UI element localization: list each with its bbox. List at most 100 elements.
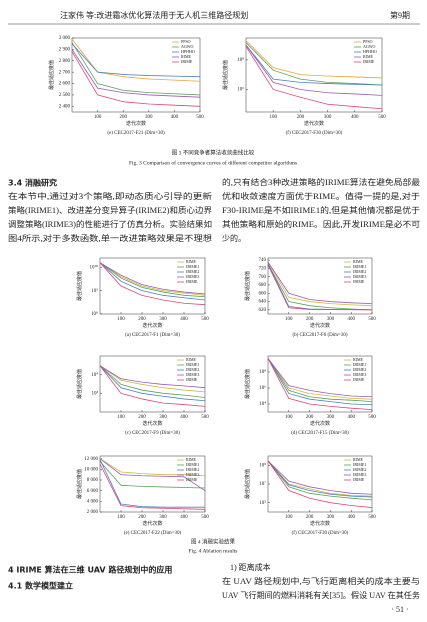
panel-caption: (e) CEC2017-F21 (Dim=30) xyxy=(107,131,165,136)
y-tick-label: 620 xyxy=(259,308,267,313)
legend-label: IRIME1 xyxy=(353,362,366,367)
y-tick-label: 2 400 xyxy=(59,104,71,109)
series-line xyxy=(245,44,383,86)
x-tick-label: 200 xyxy=(138,415,146,420)
x-tick-label: 200 xyxy=(119,115,127,120)
series-line xyxy=(99,365,206,393)
legend-label: IRIME2 xyxy=(353,269,366,274)
series-line xyxy=(267,261,373,307)
legend-label: IRIME3 xyxy=(353,372,366,377)
x-tick-label: 500 xyxy=(201,515,209,520)
y-tick-label: 700 xyxy=(259,275,267,280)
x-axis-label: 迭代次数 xyxy=(142,322,162,329)
paragraph-heading: 1) 距离成本 xyxy=(230,562,271,572)
legend-label: RIME xyxy=(186,357,197,362)
text-line: 少的。 xyxy=(222,233,246,243)
text-line: 的,只有结合3种改进策略的IRIME算法在避免局部最 xyxy=(222,177,420,187)
series-line xyxy=(267,358,373,400)
text-line: 优和收敛速度方面优于RIME。值得一提的是,对于 xyxy=(222,191,420,201)
x-tick-label: 200 xyxy=(306,515,314,520)
series-line xyxy=(71,43,201,78)
x-tick-label: 300 xyxy=(327,515,335,520)
panel-caption: (d) CEC2017-F15 (Dim=30) xyxy=(291,431,349,436)
x-tick-label: 400 xyxy=(180,415,188,420)
y-tick-label: 10 000 xyxy=(84,467,98,472)
y-tick-label: 10⁶ xyxy=(237,87,244,93)
legend-label: PPSO xyxy=(181,39,191,44)
issue: 第9期 xyxy=(390,10,410,20)
x-axis-label: 迭代次数 xyxy=(310,420,330,427)
series-line xyxy=(99,365,206,402)
series-line xyxy=(99,262,206,301)
figure-caption: 图 4 消融实验结果 xyxy=(191,537,236,545)
running-title: 汪家伟 等:改进霜冰优化算法用于无人机三维路径规划 xyxy=(60,10,248,20)
y-tick-label: 10³ xyxy=(92,390,99,396)
x-tick-label: 400 xyxy=(171,115,179,120)
y-axis-label: 最佳适应度值 xyxy=(222,60,229,90)
series-line xyxy=(267,261,373,305)
y-axis-label: 最佳适应度值 xyxy=(244,271,251,301)
x-tick-label: 100 xyxy=(285,415,293,420)
series-line xyxy=(267,460,373,501)
text-line: F30-IRIME是不如IRIME1的,但是其他情况都是优于 xyxy=(222,205,420,215)
panel-caption: (b) CEC2017-F6 (Dim=30) xyxy=(292,333,347,338)
x-tick-label: 500 xyxy=(196,115,204,120)
legend-label: IRIME2 xyxy=(186,367,199,372)
legend-label: RIME xyxy=(353,457,364,462)
legend-label: IRIME xyxy=(186,377,198,382)
series-line xyxy=(267,460,373,497)
x-tick-label: 500 xyxy=(378,115,386,120)
legend-label: IRIME3 xyxy=(353,472,366,477)
series-line xyxy=(71,49,201,98)
plot-frame xyxy=(99,455,206,513)
x-tick-label: 100 xyxy=(117,515,125,520)
legend-label: RIME xyxy=(353,259,364,264)
legend-label: RIME xyxy=(353,357,364,362)
legend-label: IRIME1 xyxy=(353,264,366,269)
text-line: 在 UAV 路径规划中,与飞行距离相关的成本主要与 xyxy=(222,576,420,586)
legend-label: AGWO xyxy=(181,44,194,49)
panel-caption: (f) CEC2017-F30 (Dim=30) xyxy=(286,131,343,136)
x-tick-label: 100 xyxy=(269,115,277,120)
text-line: 在本节中,通过对3个策略,即动态质心引导的更新 xyxy=(8,191,212,201)
series-line xyxy=(99,458,206,492)
y-tick-label: 10⁸ xyxy=(259,369,266,375)
figure-caption: 图 3 不同竞争者算法收敛曲线比较 xyxy=(172,148,255,156)
x-tick-label: 500 xyxy=(368,415,376,420)
figure-caption-en: Fig. 3 Comparison of convergence curves … xyxy=(129,159,297,166)
panel-caption: (c) CEC2017-F9 (Dim=30) xyxy=(125,431,180,436)
legend-label: IRIME2 xyxy=(186,467,199,472)
legend-label: IRIME1 xyxy=(186,264,199,269)
y-tick-label: 10⁶ xyxy=(259,385,266,391)
plot-frame xyxy=(99,257,206,315)
x-axis-label: 迭代次数 xyxy=(310,322,330,329)
y-tick-label: 2 800 xyxy=(59,59,71,64)
legend-label: RIME xyxy=(363,54,374,59)
panel-caption: (f) CEC2017-F30 (Dim=30) xyxy=(292,531,349,536)
x-tick-label: 400 xyxy=(347,515,355,520)
y-tick-label: 640 xyxy=(259,300,267,305)
legend-label: IRIME xyxy=(353,377,365,382)
y-tick-label: 10⁹ xyxy=(259,462,266,468)
y-tick-label: 680 xyxy=(259,283,267,288)
series-line xyxy=(267,358,373,406)
x-tick-label: 300 xyxy=(159,317,167,322)
legend-label: AGWO xyxy=(363,44,376,49)
y-tick-label: 10¹⁰ xyxy=(89,264,98,270)
text-line: 其他策略和原始的RIME。因此,开发IRIME是必不可 xyxy=(222,219,420,229)
legend-label: IRIME3 xyxy=(186,472,199,477)
series-line xyxy=(245,42,383,86)
section-heading: 3.4 消融研究 xyxy=(8,178,57,188)
x-tick-label: 400 xyxy=(180,317,188,322)
legend-label: RIME xyxy=(181,54,192,59)
legend-label: IRIME2 xyxy=(353,467,366,472)
legend-label: IRIME xyxy=(186,279,198,284)
x-tick-label: 300 xyxy=(145,115,153,120)
legend-label: IRIME xyxy=(353,279,365,284)
series-line xyxy=(99,262,206,295)
series-line xyxy=(245,44,383,96)
x-tick-label: 500 xyxy=(201,317,209,322)
legend-label: IRIME2 xyxy=(353,367,366,372)
series-line xyxy=(71,51,201,107)
